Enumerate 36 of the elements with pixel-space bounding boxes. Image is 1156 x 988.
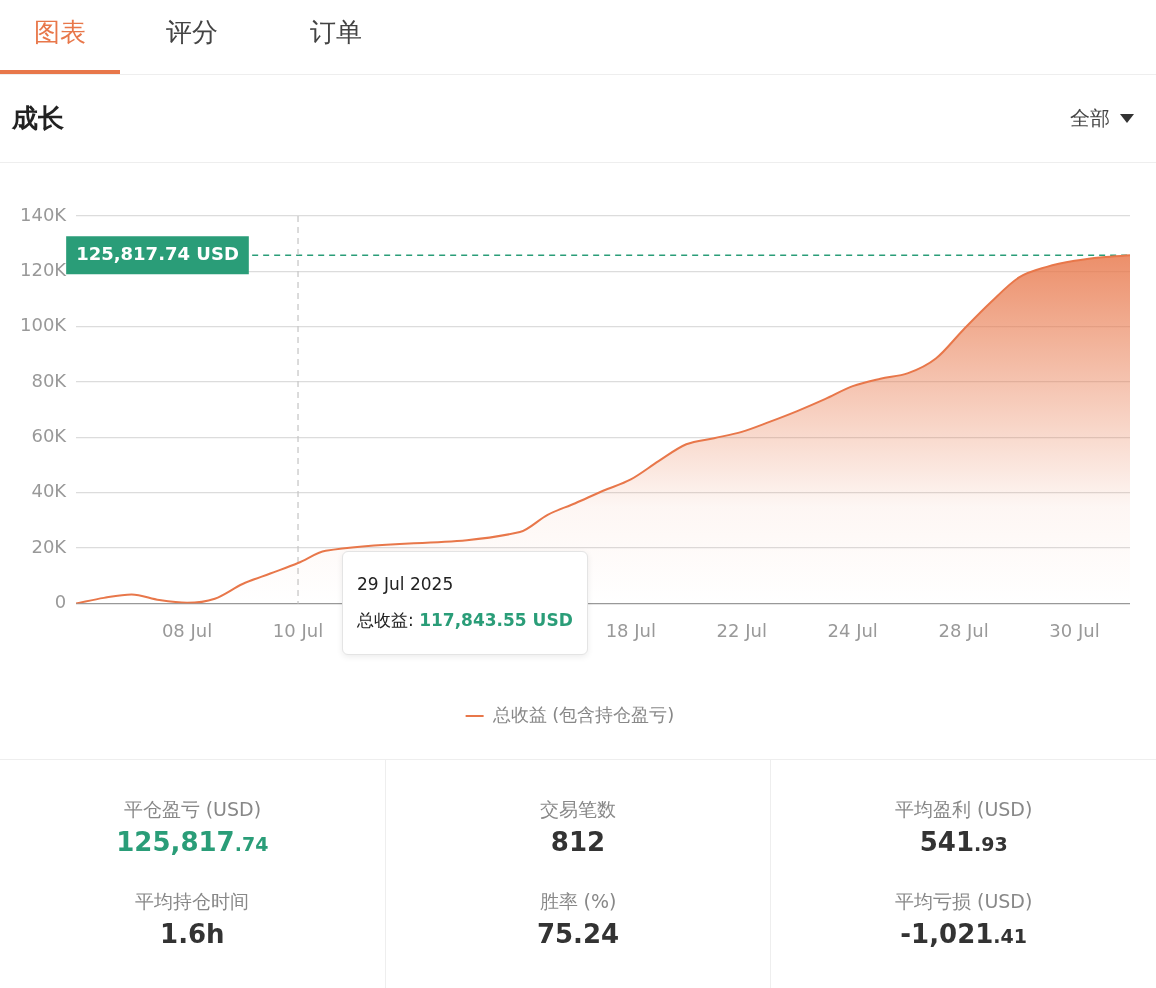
text: -1,021.41 <box>899 918 1029 951</box>
y-tick-label: 80K <box>31 369 68 391</box>
text: 75.24 <box>535 918 621 951</box>
text: 125,817.74 <box>115 826 270 859</box>
y-tick-label: 0 <box>54 591 67 613</box>
chart-title: 成长 <box>12 102 64 135</box>
text: 订单 <box>309 16 363 49</box>
y-tick-label: 100K <box>19 314 68 336</box>
x-tick-label: 08 Jul <box>161 619 213 641</box>
y-tick-label: 40K <box>31 480 68 502</box>
x-tick-label: 10 Jul <box>272 619 324 641</box>
text: 541.93 <box>918 826 1009 859</box>
ref-line-label: 125,817.74 USD <box>76 242 239 264</box>
text: 全部 <box>1070 105 1110 132</box>
x-tick-label: 28 Jul <box>938 619 989 641</box>
y-tick-label: 60K <box>31 425 68 447</box>
text: 交易笔数 <box>539 797 617 822</box>
x-tick-label: 18 Jul <box>605 619 656 641</box>
x-tick-label: 22 Jul <box>716 619 767 641</box>
y-tick-label: 140K <box>19 203 68 225</box>
annotation: 29 Jul 2025 <box>357 573 455 596</box>
y-tick-label: 20K <box>31 535 68 557</box>
x-tick-label: 30 Jul <box>1049 619 1100 641</box>
tooltip-card: 29 Jul 2025 总收益: 117,843.55 USD <box>342 551 588 655</box>
text: 平均持仓时间 <box>134 889 251 914</box>
legend-label: 总收益 (包含持仓盈亏) <box>491 703 675 725</box>
text: 平均盈利 (USD) <box>893 797 1034 822</box>
text: 图表 <box>0 0 120 74</box>
y-tick-label: 120K <box>19 259 68 281</box>
text: 平仓盈亏 (USD) <box>122 797 263 822</box>
text: 胜率 (%) <box>538 889 618 914</box>
text: 812 <box>549 826 607 859</box>
text: 1.6h <box>159 918 226 951</box>
x-tick-label: 24 Jul <box>827 619 878 641</box>
text: 评分 <box>165 16 219 49</box>
text: 平均亏损 (USD) <box>893 889 1034 914</box>
